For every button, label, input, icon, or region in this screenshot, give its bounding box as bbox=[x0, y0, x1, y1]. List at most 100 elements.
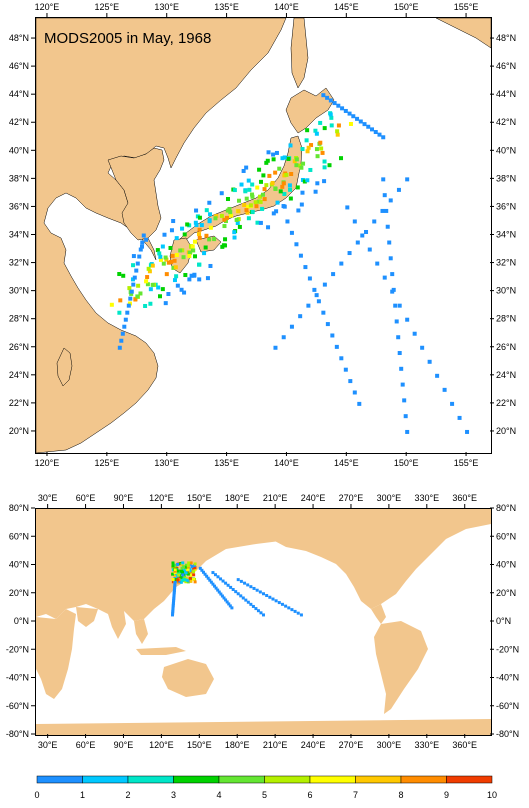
observation-cells bbox=[109, 93, 470, 434]
x-tick-label: 90°E bbox=[114, 493, 134, 503]
observation-cell bbox=[302, 179, 307, 184]
observation-cell bbox=[136, 283, 141, 288]
observation-cell bbox=[348, 121, 353, 126]
observation-cell bbox=[352, 219, 357, 224]
colorbar-swatch bbox=[264, 775, 311, 784]
colorbar-label: 4 bbox=[216, 790, 221, 800]
y-tick-label: -60°N bbox=[496, 701, 519, 711]
observation-cell bbox=[246, 216, 251, 221]
x-tick-label: 150°E bbox=[394, 458, 419, 468]
observation-cell bbox=[258, 194, 263, 199]
y-tick-label: 48°N bbox=[9, 33, 29, 43]
observation-cell bbox=[396, 187, 401, 192]
global-observation-cell bbox=[241, 596, 245, 600]
observation-cell bbox=[330, 333, 335, 338]
observation-cell bbox=[367, 247, 372, 252]
observation-cell bbox=[322, 179, 327, 184]
global-observation-cell bbox=[174, 563, 178, 567]
observation-cell bbox=[234, 217, 239, 222]
colorbar-label: 6 bbox=[307, 790, 312, 800]
observation-cell bbox=[175, 283, 180, 288]
y-tick-label: 22°N bbox=[9, 398, 29, 408]
observation-cell bbox=[225, 197, 230, 202]
observation-cell bbox=[250, 194, 255, 199]
global-observation-cell bbox=[181, 561, 185, 565]
observation-cell bbox=[158, 257, 163, 262]
south-america bbox=[374, 621, 428, 714]
y-tick-label: 28°N bbox=[9, 314, 29, 324]
global-observation-cell bbox=[258, 590, 262, 594]
observation-cell bbox=[160, 244, 165, 249]
observation-cell bbox=[281, 335, 286, 340]
observation-cell bbox=[294, 163, 299, 168]
observation-cell bbox=[213, 216, 218, 221]
y-tick-label: -20°N bbox=[6, 644, 29, 654]
observation-cell bbox=[203, 245, 208, 250]
observation-cell bbox=[329, 115, 334, 120]
observation-cell bbox=[355, 240, 360, 245]
observation-cell bbox=[258, 220, 263, 225]
x-tick-label: 330°E bbox=[414, 493, 439, 503]
colorbar: 0 1 2 3 4 5 6 7 8 9 10 bbox=[34, 775, 497, 800]
x-tick-label: 145°E bbox=[334, 458, 359, 468]
x-tick-label: 135°E bbox=[214, 458, 239, 468]
observation-cell bbox=[183, 273, 188, 278]
global-observation-cell bbox=[206, 576, 210, 580]
observation-cell bbox=[221, 243, 226, 248]
observation-cell bbox=[118, 298, 123, 303]
colorbar-swatch bbox=[36, 775, 83, 784]
observation-cell bbox=[208, 225, 213, 230]
observation-cell bbox=[123, 317, 128, 322]
observation-cell bbox=[362, 122, 367, 127]
global-observation-cell bbox=[231, 588, 235, 592]
observation-cell bbox=[300, 147, 305, 152]
global-observation-cell bbox=[259, 611, 263, 615]
observation-cell bbox=[320, 150, 325, 155]
observation-cell bbox=[390, 289, 395, 294]
observation-cell bbox=[120, 331, 125, 336]
global-observation-cell bbox=[299, 613, 303, 617]
australia bbox=[162, 659, 214, 697]
observation-cell bbox=[312, 287, 317, 292]
observation-cell bbox=[134, 268, 139, 273]
observation-cell bbox=[336, 103, 341, 108]
colorbar-swatch bbox=[127, 775, 174, 784]
colorbar-label: 5 bbox=[262, 790, 267, 800]
taiwan bbox=[56, 347, 73, 387]
kyushu bbox=[169, 237, 193, 274]
observation-cell bbox=[208, 263, 213, 268]
observation-cell bbox=[314, 147, 319, 152]
global-observation-cell bbox=[214, 586, 218, 590]
observation-cell bbox=[182, 232, 187, 237]
observation-cell bbox=[181, 255, 186, 260]
regional-map-canvas: MODS2005 in May, 1968 bbox=[35, 17, 492, 454]
y-tick-label: 30°N bbox=[496, 286, 516, 296]
observation-cell bbox=[182, 290, 187, 295]
observation-cell bbox=[193, 220, 198, 225]
observation-cell bbox=[314, 293, 319, 298]
observation-cell bbox=[155, 248, 160, 253]
observation-cell bbox=[214, 214, 219, 219]
observation-cell bbox=[284, 172, 289, 177]
global-observation-cell bbox=[229, 585, 233, 589]
global-observation-cell bbox=[191, 577, 195, 581]
observation-cell bbox=[304, 138, 309, 143]
observation-cell bbox=[195, 214, 200, 219]
y-tick-label: 34°N bbox=[9, 230, 29, 240]
observation-cell bbox=[275, 200, 280, 205]
global-observation-cell bbox=[251, 604, 255, 608]
observation-cell bbox=[281, 181, 286, 186]
greenland bbox=[426, 509, 466, 529]
y-tick-label: 24°N bbox=[9, 370, 29, 380]
observation-cell bbox=[335, 132, 340, 137]
y-tick-label: 20°N bbox=[496, 426, 516, 436]
india bbox=[108, 611, 126, 639]
observation-cell bbox=[382, 275, 387, 280]
observation-cell bbox=[385, 224, 390, 229]
observation-cell bbox=[192, 239, 197, 244]
global-observation-cell bbox=[193, 580, 197, 584]
observation-cell bbox=[307, 276, 312, 281]
observation-cell bbox=[168, 245, 173, 250]
observation-cell bbox=[219, 213, 224, 218]
observation-cell bbox=[264, 160, 269, 165]
